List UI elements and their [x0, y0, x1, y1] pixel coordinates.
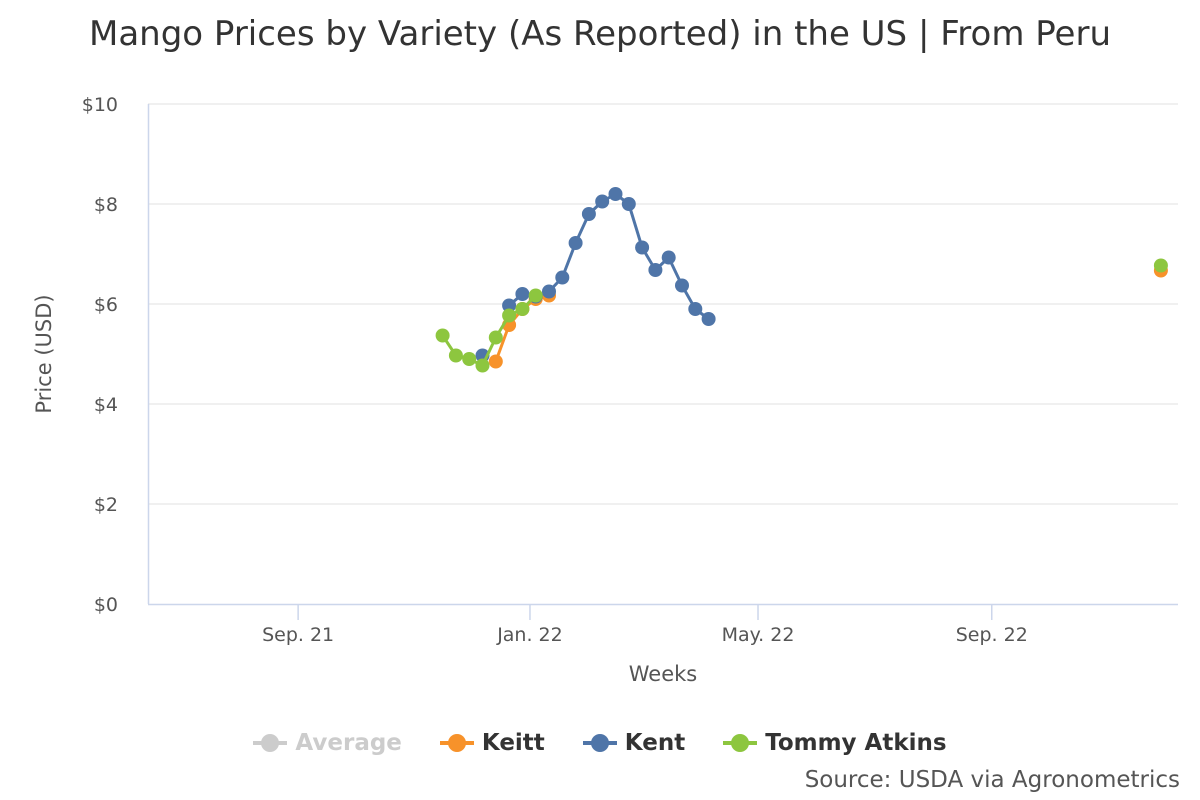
source-note: Source: USDA via Agronometrics	[804, 767, 1180, 793]
data-point-kent[interactable]	[701, 312, 716, 326]
data-point-kent[interactable]	[555, 270, 570, 285]
data-point-keitt[interactable]	[488, 354, 503, 369]
legend-label: Kent	[624, 730, 686, 756]
y-tick-label: $10	[82, 94, 118, 116]
legend-label: Average	[295, 730, 402, 756]
data-point-kent[interactable]	[635, 240, 650, 255]
legend-item-average[interactable]: Average	[253, 730, 402, 756]
data-point-kent[interactable]	[661, 250, 676, 265]
series-kent	[475, 187, 716, 363]
data-point-tommy-atkins[interactable]	[448, 348, 463, 363]
data-point-tommy-atkins[interactable]	[528, 288, 543, 303]
legend-label: Tommy Atkins	[765, 730, 947, 756]
legend-item-kent[interactable]: Kent	[582, 730, 686, 756]
data-point-kent[interactable]	[688, 302, 703, 316]
data-point-tommy-atkins[interactable]	[462, 352, 477, 366]
legend-marker-icon	[253, 734, 288, 752]
y-tick-label: $6	[94, 294, 118, 316]
data-point-tommy-atkins[interactable]	[1153, 258, 1168, 273]
x-tick-label: Jan. 22	[496, 624, 563, 646]
x-tick-label: Sep. 22	[956, 624, 1028, 646]
data-point-tommy-atkins[interactable]	[488, 330, 503, 345]
legend-marker-icon	[582, 734, 617, 752]
data-point-kent[interactable]	[595, 194, 610, 209]
chart-legend: Average Keitt Kent Tommy Atkins	[0, 730, 1200, 756]
data-point-kent[interactable]	[648, 263, 663, 277]
data-point-kent[interactable]	[675, 278, 689, 293]
chart-plot: $0 $2 $4 $6 $8 $10 Sep. 21 Jan. 22 May. 22 Sep. …	[32, 94, 1178, 686]
legend-label: Keitt	[481, 730, 545, 756]
data-point-tommy-atkins[interactable]	[435, 328, 450, 343]
legend-marker-icon	[439, 734, 474, 752]
y-tick-label: $0	[94, 594, 118, 616]
data-point-tommy-atkins[interactable]	[475, 358, 490, 373]
series-tommy-atkins	[435, 258, 1168, 373]
legend-item-tommy-atkins[interactable]: Tommy Atkins	[723, 730, 947, 756]
x-tick-label: Sep. 21	[262, 624, 334, 646]
y-axis-title: Price (USD)	[32, 294, 56, 413]
y-tick-label: $8	[94, 194, 118, 216]
y-tick-label: $2	[94, 494, 118, 516]
series-keitt	[488, 263, 1168, 369]
data-point-kent[interactable]	[608, 187, 623, 201]
data-point-kent[interactable]	[502, 298, 517, 313]
x-tick-label: May. 22	[722, 624, 795, 646]
data-point-kent[interactable]	[568, 236, 583, 250]
chart-title: Mango Prices by Variety (As Reported) in…	[89, 14, 1111, 54]
data-point-kent[interactable]	[581, 207, 596, 221]
x-axis-title: Weeks	[629, 662, 697, 686]
legend-marker-icon	[723, 734, 758, 752]
data-point-tommy-atkins[interactable]	[502, 308, 517, 323]
data-point-kent[interactable]	[515, 287, 530, 301]
data-point-kent[interactable]	[542, 284, 556, 299]
legend-item-keitt[interactable]: Keitt	[439, 730, 545, 756]
data-point-tommy-atkins[interactable]	[515, 302, 530, 316]
y-tick-label: $4	[94, 394, 118, 416]
data-point-kent[interactable]	[621, 197, 636, 211]
